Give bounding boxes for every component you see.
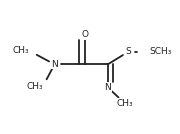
Text: O: O [81, 30, 88, 39]
Text: N: N [104, 83, 111, 92]
Text: CH₃: CH₃ [26, 81, 43, 91]
Text: SCH₃: SCH₃ [149, 47, 172, 56]
Text: CH₃: CH₃ [116, 99, 133, 108]
Text: CH₃: CH₃ [12, 46, 29, 55]
Text: N: N [51, 60, 58, 69]
Text: S: S [125, 47, 131, 56]
